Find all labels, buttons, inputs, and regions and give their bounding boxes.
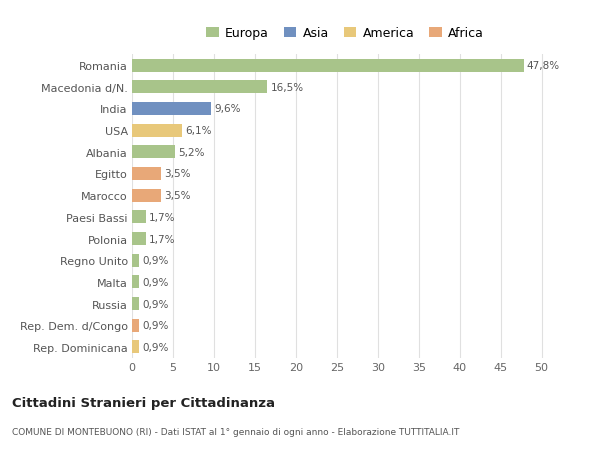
Text: 3,5%: 3,5% (164, 169, 190, 179)
Text: 47,8%: 47,8% (527, 61, 560, 71)
Text: 6,1%: 6,1% (185, 126, 212, 136)
Text: 0,9%: 0,9% (143, 320, 169, 330)
Bar (132, 81, 267, 94)
Text: 3,5%: 3,5% (164, 191, 190, 201)
Text: 5,2%: 5,2% (178, 147, 205, 157)
Bar (132, 103, 211, 116)
Text: 0,9%: 0,9% (143, 342, 169, 352)
Text: Cittadini Stranieri per Cittadinanza: Cittadini Stranieri per Cittadinanza (12, 396, 275, 409)
Text: 16,5%: 16,5% (271, 83, 304, 93)
Bar (132, 297, 139, 310)
Bar (132, 124, 182, 137)
Text: 1,7%: 1,7% (149, 213, 176, 222)
Bar (132, 233, 146, 246)
Bar (132, 211, 146, 224)
Legend: Europa, Asia, America, Africa: Europa, Asia, America, Africa (203, 25, 487, 43)
Bar (132, 189, 161, 202)
Text: 9,6%: 9,6% (214, 104, 241, 114)
Bar (132, 276, 139, 289)
Text: 1,7%: 1,7% (149, 234, 176, 244)
Bar (132, 341, 139, 354)
Bar (132, 146, 175, 159)
Bar (132, 319, 139, 332)
Text: 0,9%: 0,9% (143, 277, 169, 287)
Bar (132, 59, 524, 73)
Text: COMUNE DI MONTEBUONO (RI) - Dati ISTAT al 1° gennaio di ogni anno - Elaborazione: COMUNE DI MONTEBUONO (RI) - Dati ISTAT a… (12, 427, 460, 436)
Bar (132, 168, 161, 180)
Text: 0,9%: 0,9% (143, 256, 169, 266)
Text: 0,9%: 0,9% (143, 299, 169, 309)
Bar (132, 254, 139, 267)
